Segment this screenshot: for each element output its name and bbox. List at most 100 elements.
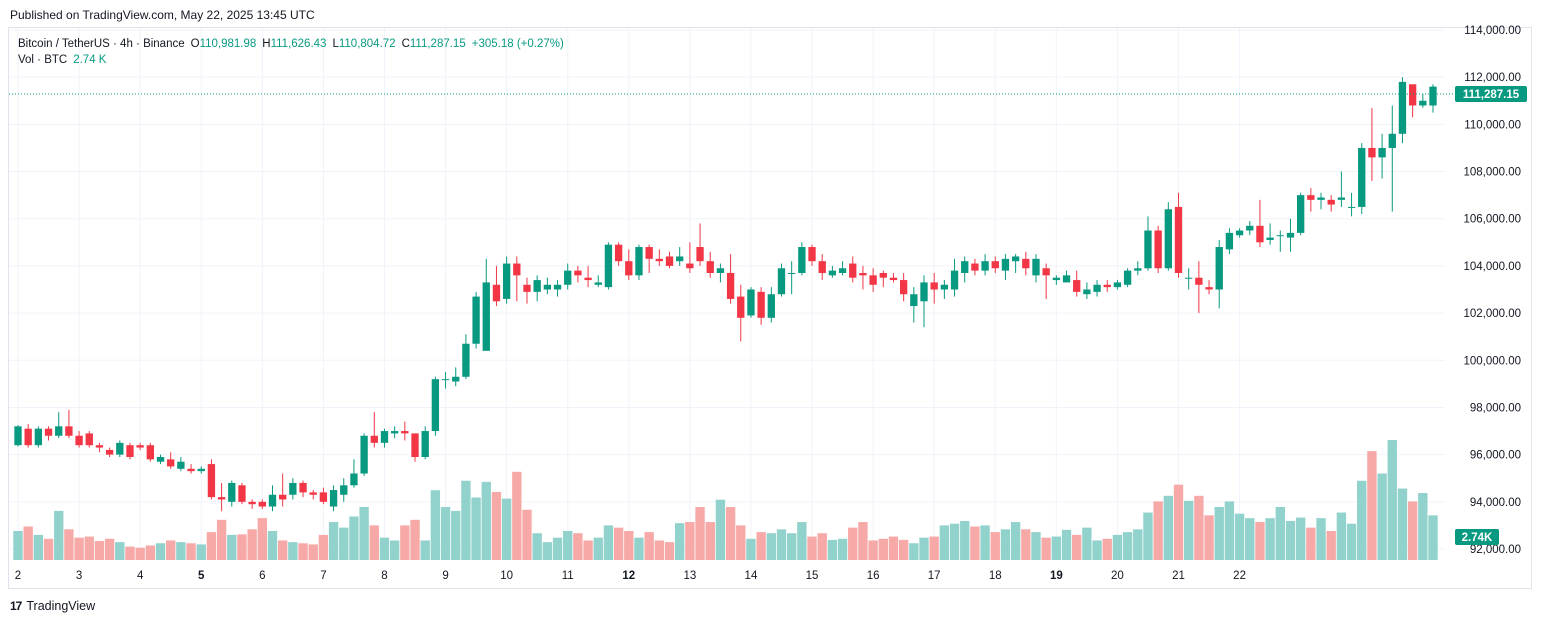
candle-body: [818, 261, 826, 273]
candle-body: [737, 296, 745, 318]
volume-bar: [939, 525, 950, 560]
volume-label[interactable]: Vol · BTC: [18, 54, 68, 66]
candle: [635, 244, 643, 281]
candle: [1256, 199, 1264, 248]
brand-name: TradingView: [26, 599, 96, 613]
tradingview-logo-icon: 17: [10, 599, 22, 613]
candle-body: [950, 270, 959, 290]
candle-body: [105, 449, 114, 455]
candle-body: [838, 268, 847, 273]
candle-body: [1347, 206, 1356, 208]
close-label: C: [401, 38, 410, 50]
candle-body: [655, 258, 663, 262]
candle-body: [1185, 277, 1193, 279]
volume-bar: [634, 537, 644, 560]
volume-bar: [1418, 493, 1428, 560]
candle-body: [1256, 225, 1264, 243]
volume-bar: [267, 530, 278, 560]
candle: [258, 499, 266, 509]
candle: [889, 272, 898, 283]
candle-body: [75, 435, 83, 446]
volume-bar: [949, 523, 960, 560]
volume-bar: [491, 491, 502, 560]
volume-bar: [1245, 518, 1255, 560]
volume-bar: [736, 525, 746, 560]
time-tick-label: 16: [867, 570, 880, 582]
candle: [105, 447, 114, 457]
published-caption: Published on TradingView.com, May 22, 20…: [10, 8, 315, 22]
candle: [248, 499, 256, 509]
volume-bar: [318, 534, 329, 560]
volume-bar: [308, 544, 318, 560]
candle: [788, 261, 796, 295]
candle: [431, 376, 440, 436]
candle: [1103, 280, 1111, 292]
volume-bar: [1285, 520, 1296, 560]
price-tick-label: 110,000.00: [1464, 119, 1521, 131]
volume-bar: [868, 540, 878, 560]
symbol-info[interactable]: Bitcoin / TetherUS · 4h · Binance: [18, 38, 185, 50]
volume-bar: [23, 526, 33, 560]
volume-bar: [512, 471, 522, 560]
candle: [828, 265, 837, 278]
candle: [1154, 225, 1162, 273]
candle-body: [1052, 277, 1061, 281]
candle-body: [217, 497, 226, 500]
candle-body: [1225, 232, 1234, 250]
volume-bar: [104, 538, 115, 560]
volume-bar: [613, 527, 624, 560]
candle: [401, 421, 409, 441]
candle: [34, 426, 43, 448]
volume-bar: [695, 506, 705, 560]
volume-bar: [1143, 512, 1153, 560]
volume-bar: [654, 540, 665, 560]
volume-bar: [1021, 529, 1031, 560]
candle-body: [340, 485, 348, 495]
candle: [75, 431, 83, 448]
candle: [1225, 228, 1234, 255]
candle: [1307, 188, 1315, 212]
volume-bar: [827, 539, 838, 560]
candle-body: [1246, 225, 1254, 231]
volume-bar: [1112, 534, 1123, 560]
candle-body: [248, 501, 256, 505]
candle-body: [604, 244, 613, 288]
volume-bar: [980, 525, 990, 560]
candle-body: [981, 261, 989, 271]
volume-bar: [389, 540, 400, 560]
candle-body: [1042, 268, 1050, 276]
candle-body: [197, 468, 205, 472]
volume-bar: [1367, 451, 1377, 560]
candle: [1429, 84, 1437, 113]
volume-bar: [420, 540, 430, 560]
open-value: 110,981.98: [199, 38, 257, 50]
candle: [869, 268, 877, 292]
candle: [197, 466, 205, 474]
candle: [502, 256, 511, 304]
volume-bar: [166, 540, 176, 560]
volume-bars: [13, 440, 1438, 560]
candle-body: [431, 379, 440, 432]
time-tick-label: 10: [500, 570, 513, 582]
price-tick-label: 106,000.00: [1463, 214, 1521, 226]
volume-bar: [1326, 530, 1336, 560]
candle-body: [513, 263, 521, 276]
time-tick-label: 12: [622, 570, 635, 582]
close-value: 111,287.15: [409, 38, 466, 50]
candle-body: [34, 428, 43, 446]
candle: [228, 480, 236, 507]
candle-body: [1205, 287, 1213, 290]
volume-bar: [379, 537, 390, 560]
candle: [665, 251, 674, 269]
volume-bar: [74, 537, 84, 560]
candle: [818, 254, 826, 281]
volume-tag: 2.74K: [1455, 529, 1499, 545]
volume-bar: [817, 533, 827, 560]
candle-body: [85, 433, 93, 446]
candle-body: [156, 456, 165, 462]
volume-bar: [1072, 534, 1082, 560]
candle-body: [543, 284, 552, 290]
time-tick-label: 11: [562, 570, 574, 582]
price-tick-label: 94,000.00: [1470, 497, 1521, 509]
